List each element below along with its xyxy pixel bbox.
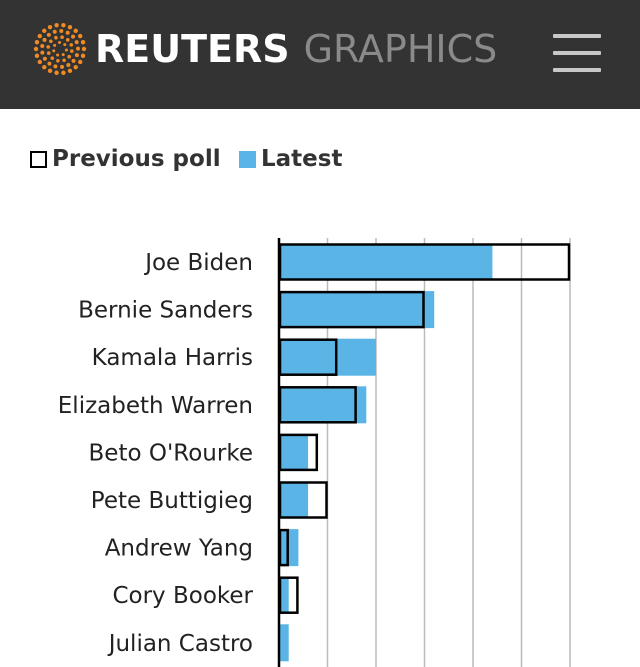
logo-dot [54, 23, 59, 28]
menu-line-top [553, 34, 601, 38]
legend-item-latest: Latest [239, 143, 342, 175]
logo-dot [67, 54, 71, 59]
logo-dot [40, 44, 45, 49]
logo-dot [63, 43, 67, 47]
logo-dot [53, 43, 57, 47]
brand-reuters: REUTERS [95, 27, 290, 71]
category-label: Kamala Harris [92, 345, 253, 371]
reuters-dot-logo-icon[interactable] [33, 22, 87, 76]
logo-dot [61, 53, 65, 57]
logo-dot [59, 29, 64, 34]
logo-dot [65, 30, 70, 35]
logo-dot [67, 24, 73, 30]
logo-dot [67, 68, 73, 74]
logo-dot [60, 35, 64, 39]
site-brand[interactable]: REUTERS GRAPHICS [95, 26, 497, 72]
logo-dot [71, 58, 76, 63]
logo-dot [64, 48, 68, 52]
logo-dot [52, 29, 57, 34]
logo-dot [46, 32, 51, 37]
logo-dot [74, 53, 79, 58]
category-label: Andrew Yang [105, 536, 253, 562]
logo-dot [33, 46, 39, 52]
legend-label-latest: Latest [261, 146, 343, 172]
logo-dot [61, 70, 66, 75]
bar-latest [279, 624, 289, 662]
category-label: Joe Biden [143, 250, 253, 276]
logo-dot [52, 49, 56, 53]
bar-chart: Joe Biden Bernie Sanders Kamala Harris Eliz… [58, 238, 571, 667]
logo-dot [40, 50, 45, 55]
logo-dot [42, 64, 47, 70]
logo-dot [80, 40, 86, 45]
logo-dot [42, 56, 47, 61]
logo-dot [73, 64, 78, 70]
logo-dot [62, 58, 66, 63]
bar-latest [279, 338, 376, 376]
category-label: Cory Booker [112, 583, 253, 609]
hamburger-menu-icon[interactable] [550, 28, 606, 78]
bar-latest [279, 291, 435, 329]
bar-latest [279, 433, 309, 471]
logo-dot [50, 56, 55, 60]
logo-dot [56, 59, 60, 63]
logo-dot [77, 59, 83, 65]
category-label: Beto O'Rourke [89, 440, 253, 466]
logo-dot [58, 41, 62, 45]
logo-dot [53, 64, 58, 69]
bar-latest [279, 576, 289, 614]
category-label: Bernie Sanders [78, 298, 253, 324]
logo-dot [37, 59, 43, 65]
bar-latest [279, 243, 493, 281]
legend-swatch-previous [30, 150, 47, 168]
logo-dot [76, 46, 80, 51]
logo-dot [70, 49, 74, 53]
bar-latest [279, 481, 309, 519]
legend-swatch-latest [239, 150, 256, 168]
legend-label-previous: Previous poll [52, 146, 221, 172]
logo-dot [77, 33, 83, 39]
logo-dot [81, 46, 87, 52]
logo-dot [69, 43, 74, 47]
logo-dot [34, 53, 40, 58]
logo-dot [54, 70, 59, 75]
logo-dot [54, 35, 58, 40]
logo-dot [42, 28, 47, 34]
logo-dot [47, 61, 52, 66]
brand-graphics: GRAPHICS [303, 27, 498, 71]
logo-dot [42, 37, 47, 42]
logo-dot [61, 23, 66, 28]
logo-dot [65, 38, 70, 42]
logo-dot [56, 53, 60, 57]
logo-dot [66, 62, 71, 67]
logo-dot [46, 45, 50, 49]
logo-dot [73, 28, 78, 34]
logo-dot [71, 34, 76, 39]
category-label: Elizabeth Warren [58, 393, 253, 419]
site-header: REUTERS GRAPHICS [0, 0, 640, 109]
logo-dot [37, 33, 43, 39]
category-label: Julian Castro [107, 631, 253, 657]
menu-line-middle [553, 51, 601, 55]
logo-dot [74, 40, 79, 45]
logo-dot [47, 24, 53, 30]
logo-dot [80, 53, 86, 58]
bar-latest [279, 386, 367, 424]
category-label: Pete Buttigieg [91, 488, 253, 514]
logo-dot [34, 40, 40, 45]
legend-item-previous: Previous poll [30, 143, 221, 175]
logo-dot [49, 39, 53, 44]
logo-dot [47, 68, 53, 74]
logo-dot [60, 64, 65, 69]
menu-line-bottom [553, 68, 601, 72]
logo-dot [46, 51, 51, 55]
